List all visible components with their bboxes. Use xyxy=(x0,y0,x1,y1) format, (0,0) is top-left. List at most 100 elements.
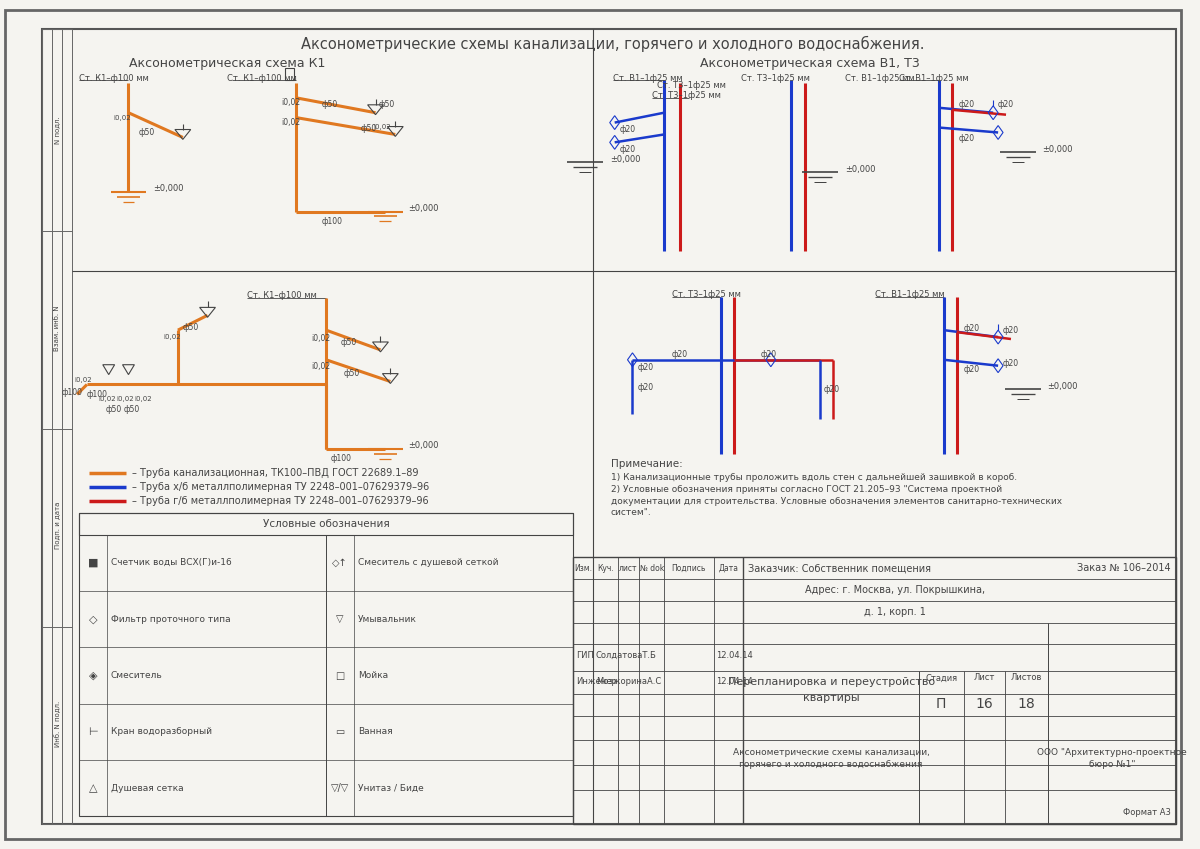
Text: ГИП: ГИП xyxy=(576,650,594,660)
Text: i0,02: i0,02 xyxy=(134,396,152,402)
Text: Умывальник: Умывальник xyxy=(358,615,416,624)
Text: i0,02: i0,02 xyxy=(74,377,91,383)
Text: Инженер: Инженер xyxy=(576,678,617,687)
Text: ±0,000: ±0,000 xyxy=(845,165,876,173)
Text: ф50: ф50 xyxy=(361,124,377,133)
Text: ф20: ф20 xyxy=(959,134,974,143)
Text: 18: 18 xyxy=(1018,697,1036,711)
Text: ф20: ф20 xyxy=(998,100,1014,110)
Text: Ст. К1–ф100 мм: Ст. К1–ф100 мм xyxy=(79,74,149,82)
Text: i0,02: i0,02 xyxy=(373,124,391,130)
Text: i0,02: i0,02 xyxy=(114,115,131,121)
Text: Изм.: Изм. xyxy=(574,564,592,573)
Text: ф100: ф100 xyxy=(86,390,108,399)
Text: i0,02: i0,02 xyxy=(311,363,330,371)
Text: i0,02: i0,02 xyxy=(98,396,116,402)
Text: ±0,000: ±0,000 xyxy=(610,155,641,164)
Text: ф20: ф20 xyxy=(761,351,778,359)
Text: Лист: Лист xyxy=(973,673,995,683)
Text: ф50: ф50 xyxy=(378,100,395,110)
Text: ф50: ф50 xyxy=(138,128,155,137)
Text: документации для строительства. Условные обозначения элементов санитарно-техниче: документации для строительства. Условные… xyxy=(611,497,1062,506)
Text: i0,02: i0,02 xyxy=(282,118,301,127)
Text: ◈: ◈ xyxy=(89,671,97,681)
Text: Ст. К1–ф100 мм: Ст. К1–ф100 мм xyxy=(247,291,317,300)
Text: д. 1, корп. 1: д. 1, корп. 1 xyxy=(864,607,926,616)
Text: Ст. В1–1ф25 мм: Ст. В1–1ф25 мм xyxy=(875,290,944,299)
Text: Мойка: Мойка xyxy=(358,671,388,680)
Text: систем".: систем". xyxy=(611,509,652,517)
Text: Счетчик воды ВСХ(Г)и-16: Счетчик воды ВСХ(Г)и-16 xyxy=(110,559,232,567)
Text: МозжоринаА.С: МозжоринаА.С xyxy=(596,678,661,687)
Text: ф50: ф50 xyxy=(106,405,122,413)
Text: – Труба г/б металлполимерная ТУ 2248–001–07629379–96: – Труба г/б металлполимерная ТУ 2248–001… xyxy=(132,496,430,506)
Text: ф20: ф20 xyxy=(1003,359,1019,368)
Text: Дата: Дата xyxy=(719,564,738,573)
Text: ф20: ф20 xyxy=(637,363,654,372)
Text: Стадия: Стадия xyxy=(925,673,958,683)
Text: Заказчик: Собственник помещения: Заказчик: Собственник помещения xyxy=(748,563,931,573)
Text: ±0,000: ±0,000 xyxy=(408,204,439,213)
Text: ⊢: ⊢ xyxy=(88,727,97,737)
Text: горячего и холодного водоснабжения: горячего и холодного водоснабжения xyxy=(739,761,923,769)
Text: ±0,000: ±0,000 xyxy=(1043,145,1073,154)
Text: Листов: Листов xyxy=(1010,673,1042,683)
Text: ф20: ф20 xyxy=(619,145,636,154)
Text: ф20: ф20 xyxy=(637,383,654,392)
Text: Ст. Т3–1ф25 мм: Ст. Т3–1ф25 мм xyxy=(672,290,740,299)
Text: ▽: ▽ xyxy=(336,614,343,624)
Text: ■: ■ xyxy=(88,558,98,568)
Text: ф50: ф50 xyxy=(182,323,199,332)
Text: Смеситель: Смеситель xyxy=(110,671,162,680)
Text: Ст. Т3–1ф25 мм: Ст. Т3–1ф25 мм xyxy=(658,81,726,89)
Text: i0,02: i0,02 xyxy=(282,98,301,107)
Text: ф50: ф50 xyxy=(341,339,358,347)
Text: Взам. инб. N: Взам. инб. N xyxy=(54,306,60,351)
Text: Ст. Т3–1ф25 мм: Ст. Т3–1ф25 мм xyxy=(742,74,810,82)
Text: ф20: ф20 xyxy=(959,100,974,110)
Text: квартиры: квартиры xyxy=(803,693,859,703)
Text: ф20: ф20 xyxy=(964,365,979,374)
Bar xyxy=(574,558,1176,824)
Text: – Труба канализационная, ТК100–ПВД ГОСТ 22689.1–89: – Труба канализационная, ТК100–ПВД ГОСТ … xyxy=(132,469,419,479)
Text: 16: 16 xyxy=(976,697,994,711)
Text: N подл.: N подл. xyxy=(54,116,60,144)
Text: № dok: № dok xyxy=(640,564,664,573)
Text: ▽/▽: ▽/▽ xyxy=(331,783,349,793)
Text: 12.04.14: 12.04.14 xyxy=(716,678,754,687)
Text: □: □ xyxy=(335,671,344,681)
Text: Смеситель с душевой сеткой: Смеситель с душевой сеткой xyxy=(358,559,498,567)
Text: ◇↑: ◇↑ xyxy=(332,558,348,568)
Text: i0,02: i0,02 xyxy=(311,334,330,342)
Text: △: △ xyxy=(89,783,97,793)
Text: ф50: ф50 xyxy=(124,405,139,413)
Text: Перепланировка и переустройство: Перепланировка и переустройство xyxy=(727,677,935,687)
Text: Куч.: Куч. xyxy=(596,564,613,573)
Text: ±0,000: ±0,000 xyxy=(408,441,439,450)
Text: ◇: ◇ xyxy=(89,614,97,624)
Text: i0,02: i0,02 xyxy=(116,396,134,402)
Text: – Труба х/б металлполимерная ТУ 2248–001–07629379–96: – Труба х/б металлполимерная ТУ 2248–001… xyxy=(132,482,430,492)
Text: Адрес: г. Москва, ул. Покрышкина,: Адрес: г. Москва, ул. Покрышкина, xyxy=(805,585,985,595)
Text: Душевая сетка: Душевая сетка xyxy=(110,784,184,793)
Text: ф20: ф20 xyxy=(619,125,636,134)
Text: Фильтр проточного типа: Фильтр проточного типа xyxy=(110,615,230,624)
Text: ▭: ▭ xyxy=(335,727,344,737)
Bar xyxy=(284,68,294,80)
Text: Формат А3: Формат А3 xyxy=(1123,808,1171,817)
Text: ф50: ф50 xyxy=(344,369,360,378)
Text: Подп. и дата: Подп. и дата xyxy=(54,502,60,549)
Bar xyxy=(79,513,574,817)
Text: Ст. К1–ф100 мм: Ст. К1–ф100 мм xyxy=(227,74,298,82)
Text: ф20: ф20 xyxy=(964,323,979,333)
Text: ±0,000: ±0,000 xyxy=(1048,382,1078,391)
Text: Ст. Т3–1ф25 мм: Ст. Т3–1ф25 мм xyxy=(653,92,721,100)
Text: Примечание:: Примечание: xyxy=(611,458,683,469)
Text: 2) Условные обозначения приняты согласно ГОСТ 21.205–93 "Система проектной: 2) Условные обозначения приняты согласно… xyxy=(611,485,1002,494)
Text: бюро №1": бюро №1" xyxy=(1088,761,1135,769)
Text: 12.04.14: 12.04.14 xyxy=(716,650,754,660)
Text: Ванная: Ванная xyxy=(358,728,392,736)
Text: ф100: ф100 xyxy=(322,216,342,226)
Text: ±0,000: ±0,000 xyxy=(154,184,184,194)
Text: Подпись: Подпись xyxy=(672,564,706,573)
